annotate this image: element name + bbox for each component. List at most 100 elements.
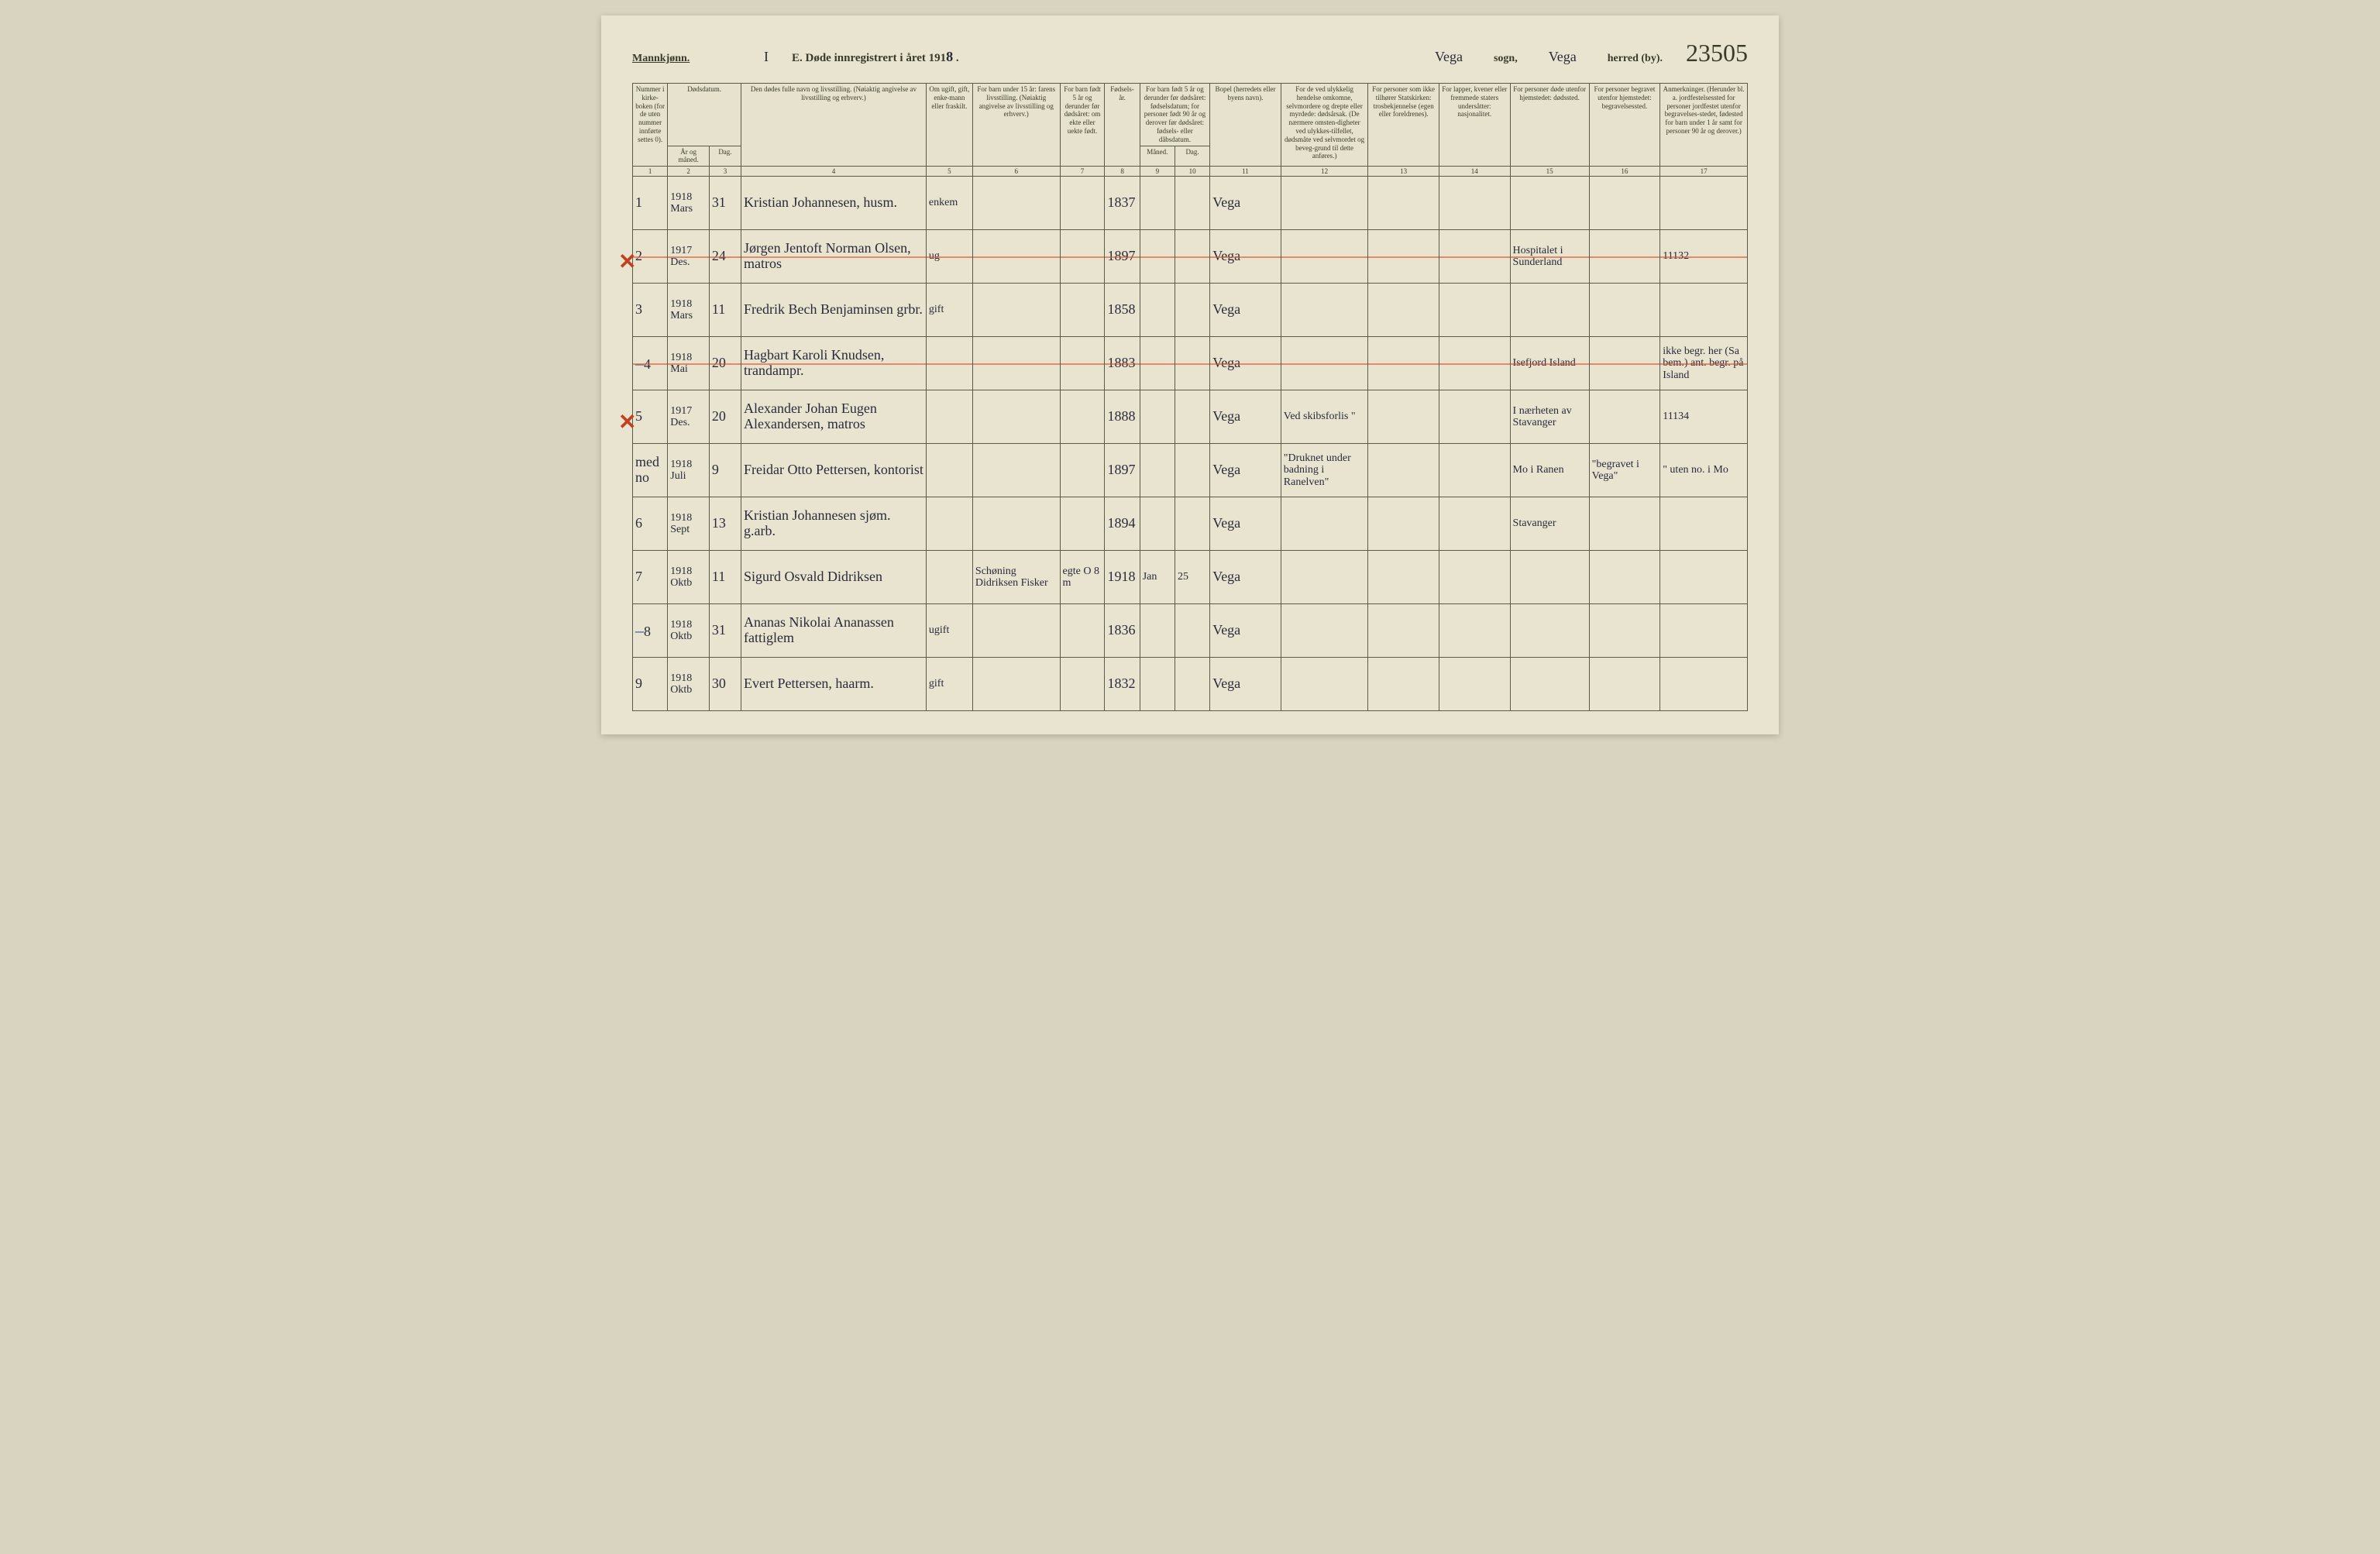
gender-label: Mannkjønn.	[632, 53, 725, 65]
birth-year: 1858	[1107, 301, 1135, 317]
cell: 1858	[1105, 284, 1140, 337]
col-2-header: År og måned.	[668, 146, 710, 167]
cell: Evert Pettersen, haarm.	[741, 658, 926, 711]
colnum: 8	[1105, 167, 1140, 177]
cell	[1368, 551, 1439, 604]
cause-of-death: "Druknet under badning i Ranelven"	[1284, 452, 1351, 488]
cell	[1589, 604, 1660, 658]
legitimacy: egte O 8 m	[1063, 566, 1099, 589]
col-14-header: For lapper, kvener eller fremmede stater…	[1439, 84, 1510, 167]
remarks: 11132	[1663, 250, 1689, 262]
cell	[972, 390, 1060, 444]
register-table: Nummer i kirke-boken (for de uten nummer…	[632, 83, 1748, 711]
cell	[1660, 497, 1748, 551]
burial-place: "begravet i Vega"	[1592, 459, 1639, 482]
cell: 1917 Des.	[668, 390, 710, 444]
day: 20	[712, 408, 726, 424]
col-7-header: For barn født 5 år og derunder før dødså…	[1060, 84, 1105, 167]
cell	[1660, 604, 1748, 658]
residence: Vega	[1212, 355, 1240, 370]
birth-year: 1888	[1107, 408, 1135, 424]
row-number: 1	[635, 194, 642, 210]
cell	[1175, 230, 1209, 284]
cell	[1060, 444, 1105, 497]
sogn-label: sogn,	[1494, 53, 1518, 65]
cell	[1589, 390, 1660, 444]
cell: Vega	[1210, 551, 1281, 604]
cell: gift	[926, 284, 972, 337]
cell	[972, 284, 1060, 337]
day: 11	[712, 569, 725, 584]
place-of-death: Mo i Ranen	[1513, 464, 1564, 476]
cell: 1918 Juli	[668, 444, 710, 497]
cell	[1140, 337, 1175, 390]
cell	[1589, 658, 1660, 711]
colnum: 15	[1510, 167, 1589, 177]
cell: 1	[633, 177, 668, 230]
cell: 1897	[1105, 230, 1140, 284]
page-header: Mannkjønn. I E. Døde innregistrert i åre…	[632, 39, 1748, 67]
cell	[1660, 177, 1748, 230]
table-row: 71918 Oktb11Sigurd Osvald DidriksenSchøn…	[633, 551, 1748, 604]
cell	[1589, 177, 1660, 230]
cell	[1439, 284, 1510, 337]
cell	[1140, 444, 1175, 497]
cell	[1281, 658, 1368, 711]
cell: med no	[633, 444, 668, 497]
cell	[1175, 604, 1209, 658]
cell	[1589, 497, 1660, 551]
col-10-header: Dag.	[1175, 146, 1209, 167]
day: 20	[712, 355, 726, 370]
cell	[1510, 177, 1589, 230]
day: 24	[712, 248, 726, 263]
cell	[1281, 284, 1368, 337]
cell	[1060, 390, 1105, 444]
marital-status: ug	[929, 250, 940, 262]
remarks: ikke begr. her (Sa bem.) ant. begr. på I…	[1663, 346, 1743, 381]
place-of-death: Stavanger	[1513, 517, 1556, 529]
cell	[1439, 658, 1510, 711]
cell: 1888	[1105, 390, 1140, 444]
sogn-value: Vega	[1435, 50, 1463, 65]
cell: Alexander Johan Eugen Alexandersen, matr…	[741, 390, 926, 444]
birth-month: Jan	[1143, 571, 1157, 583]
table-row: 31918 Mars11Fredrik Bech Benjaminsen grb…	[633, 284, 1748, 337]
colnum: 11	[1210, 167, 1281, 177]
cell	[1510, 658, 1589, 711]
cell	[1368, 497, 1439, 551]
name-occupation: Jørgen Jentoft Norman Olsen, matros	[744, 240, 911, 271]
year-month: 1918 Mai	[670, 352, 692, 375]
cell: Vega	[1210, 604, 1281, 658]
cell	[1368, 658, 1439, 711]
cell	[1660, 658, 1748, 711]
cell: ✕2	[633, 230, 668, 284]
cell: 31	[709, 604, 741, 658]
residence: Vega	[1212, 301, 1240, 317]
remarks: 11134	[1663, 411, 1689, 422]
cell: Jan	[1140, 551, 1175, 604]
col-1-header: Nummer i kirke-boken (for de uten nummer…	[633, 84, 668, 167]
cell: 30	[709, 658, 741, 711]
cell: 1918 Oktb	[668, 604, 710, 658]
cell	[1140, 284, 1175, 337]
title: E. Døde innregistrert i året 1918 .	[792, 50, 1404, 65]
cell: Vega	[1210, 390, 1281, 444]
colnum: 16	[1589, 167, 1660, 177]
cell: ug	[926, 230, 972, 284]
col-3-header: Dag.	[709, 146, 741, 167]
cell	[926, 337, 972, 390]
cell: I nærheten av Stavanger	[1510, 390, 1589, 444]
cell: gift	[926, 658, 972, 711]
cell: 24	[709, 230, 741, 284]
cell: 13	[709, 497, 741, 551]
cell	[1510, 604, 1589, 658]
residence: Vega	[1212, 515, 1240, 531]
cell	[1281, 337, 1368, 390]
title-prefix: E. Døde innregistrert i året 191	[792, 52, 946, 64]
residence: Vega	[1212, 569, 1240, 584]
cell: " uten no. i Mo	[1660, 444, 1748, 497]
cell	[1060, 497, 1105, 551]
cell: 1837	[1105, 177, 1140, 230]
remarks: " uten no. i Mo	[1663, 464, 1728, 476]
col-9-header: Måned.	[1140, 146, 1175, 167]
